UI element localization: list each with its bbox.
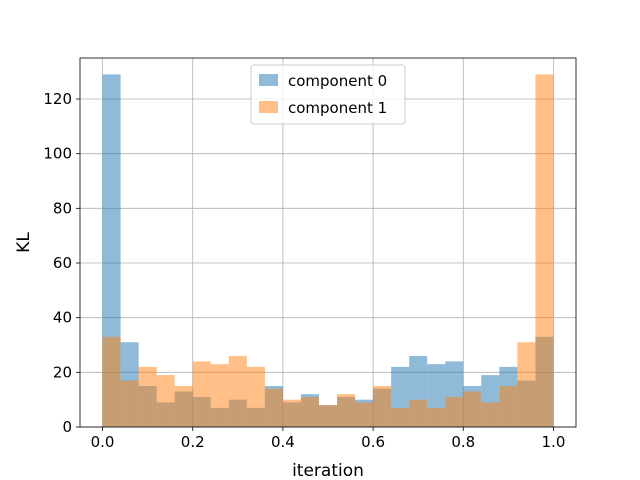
bar-series-1-bin-3 [156, 375, 175, 427]
y-tick-label: 120 [43, 90, 72, 108]
y-axis-label: KL [14, 232, 34, 253]
x-axis-label: iteration [292, 461, 364, 480]
x-axis-ticks: 0.0 0.2 0.4 0.6 0.8 1.0 [91, 427, 566, 451]
y-tick-label: 100 [43, 145, 72, 163]
y-tick-label: 20 [53, 363, 72, 381]
legend-swatch-component-0 [259, 74, 278, 86]
legend-box [250, 64, 406, 125]
bar-series-1-bin-14 [355, 402, 374, 427]
bar-series-1-bin-2 [138, 366, 157, 427]
bar-series-1-bin-6 [210, 364, 229, 427]
histogram-bars [102, 74, 554, 428]
bar-series-1-bin-1 [120, 380, 139, 427]
x-tick-label: 1.0 [542, 433, 566, 451]
bar-series-1-bin-18 [427, 407, 446, 427]
bar-series-1-bin-20 [463, 391, 482, 427]
bar-series-1-bin-17 [409, 399, 428, 427]
bar-series-1-bin-12 [318, 405, 338, 427]
bar-series-1-bin-21 [481, 402, 500, 427]
bar-series-1-bin-13 [337, 394, 356, 427]
bar-series-1-bin-24 [535, 74, 554, 428]
y-axis-ticks: 0 20 40 60 80 100 120 [43, 90, 80, 436]
x-tick-label: 0.4 [271, 433, 295, 451]
y-tick-label: 0 [62, 418, 72, 436]
legend-label-component-1: component 1 [288, 99, 387, 117]
bar-series-1-bin-9 [264, 388, 283, 427]
bar-series-1-bin-23 [517, 342, 536, 427]
bar-series-1-bin-15 [373, 386, 392, 427]
bar-series-1-bin-22 [499, 386, 518, 427]
plot-frame [79, 57, 577, 428]
y-tick-label: 80 [53, 199, 72, 217]
x-tick-label: 0.8 [451, 433, 475, 451]
legend-swatch-component-1 [259, 101, 278, 113]
y-tick-label: 40 [53, 309, 72, 327]
bar-series-1-bin-8 [246, 366, 265, 427]
bar-series-1-bin-0 [102, 336, 121, 427]
bar-series-1-bin-11 [300, 396, 319, 427]
y-tick-label: 60 [53, 254, 72, 272]
legend-label-component-0: component 0 [288, 72, 387, 90]
x-tick-label: 0.6 [361, 433, 385, 451]
bar-series-1-bin-4 [174, 386, 193, 427]
bar-series-1-bin-7 [228, 355, 247, 427]
bar-series-1-bin-16 [391, 407, 410, 427]
bar-series-1-bin-5 [192, 361, 211, 427]
bar-series-1-bin-19 [445, 396, 464, 427]
legend: component 0 component 1 [250, 64, 406, 125]
bar-series-1-bin-10 [282, 399, 301, 427]
x-tick-label: 0.0 [91, 433, 115, 451]
x-tick-label: 0.2 [181, 433, 205, 451]
